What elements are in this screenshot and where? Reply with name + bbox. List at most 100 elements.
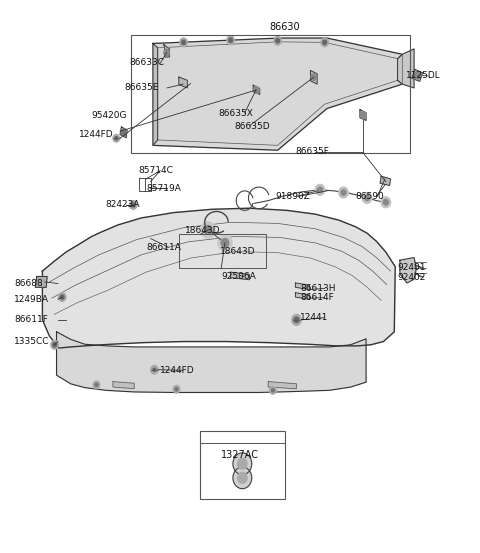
- Text: 86590: 86590: [355, 192, 384, 201]
- Circle shape: [181, 40, 185, 45]
- Bar: [179, 234, 266, 268]
- Text: 12441: 12441: [300, 313, 329, 322]
- Circle shape: [221, 238, 228, 247]
- Text: 91890Z: 91890Z: [275, 192, 310, 201]
- Circle shape: [339, 187, 348, 198]
- Circle shape: [323, 40, 326, 45]
- Polygon shape: [42, 208, 395, 348]
- Text: 1327AC: 1327AC: [221, 450, 259, 460]
- Text: 86635E: 86635E: [125, 84, 159, 92]
- Circle shape: [238, 472, 247, 483]
- Text: 86635X: 86635X: [219, 109, 254, 118]
- Circle shape: [93, 381, 100, 389]
- Text: 85719A: 85719A: [147, 184, 182, 193]
- Circle shape: [360, 112, 366, 118]
- Circle shape: [151, 366, 158, 374]
- Circle shape: [253, 87, 259, 93]
- Circle shape: [270, 387, 276, 394]
- Polygon shape: [36, 276, 47, 288]
- Circle shape: [130, 201, 137, 209]
- Text: 92506A: 92506A: [221, 272, 256, 281]
- Text: 85714C: 85714C: [139, 166, 174, 175]
- Circle shape: [53, 343, 57, 347]
- Text: 82423A: 82423A: [105, 201, 140, 210]
- Circle shape: [227, 36, 234, 45]
- Circle shape: [201, 222, 215, 238]
- Circle shape: [218, 235, 232, 251]
- Text: 86611A: 86611A: [146, 243, 181, 252]
- Circle shape: [132, 203, 135, 207]
- Circle shape: [51, 341, 59, 349]
- Text: 86613H: 86613H: [300, 284, 336, 293]
- Circle shape: [414, 72, 420, 79]
- Text: 86633C: 86633C: [130, 58, 165, 67]
- Circle shape: [233, 453, 252, 474]
- Circle shape: [315, 184, 324, 195]
- Circle shape: [341, 190, 346, 195]
- Text: 18643D: 18643D: [220, 247, 255, 255]
- Text: 92402: 92402: [397, 273, 426, 281]
- Polygon shape: [57, 332, 366, 393]
- Polygon shape: [311, 71, 317, 84]
- Circle shape: [274, 36, 281, 45]
- Circle shape: [272, 389, 275, 392]
- Polygon shape: [296, 293, 310, 299]
- Circle shape: [228, 38, 232, 43]
- Polygon shape: [400, 258, 416, 283]
- Text: 1249BA: 1249BA: [14, 295, 49, 304]
- Circle shape: [59, 293, 66, 301]
- Text: 86635D: 86635D: [234, 122, 269, 132]
- Polygon shape: [296, 283, 310, 290]
- Polygon shape: [397, 49, 414, 88]
- Circle shape: [175, 388, 178, 391]
- Circle shape: [173, 385, 180, 393]
- Circle shape: [321, 38, 328, 46]
- Circle shape: [121, 129, 127, 135]
- Circle shape: [276, 39, 279, 43]
- Polygon shape: [153, 38, 402, 150]
- Circle shape: [95, 383, 98, 387]
- Polygon shape: [153, 44, 157, 145]
- Text: 86635F: 86635F: [296, 147, 329, 156]
- Text: 18643D: 18643D: [184, 227, 220, 236]
- Text: 86688: 86688: [14, 279, 43, 288]
- Text: 92401: 92401: [397, 263, 426, 272]
- Circle shape: [153, 368, 156, 372]
- Circle shape: [294, 317, 299, 322]
- Text: 1335CC: 1335CC: [14, 337, 50, 346]
- Circle shape: [113, 134, 120, 142]
- Text: 95420G: 95420G: [92, 111, 127, 119]
- Polygon shape: [230, 272, 250, 280]
- Circle shape: [362, 192, 372, 204]
- Text: 1244FD: 1244FD: [160, 366, 195, 375]
- Circle shape: [365, 195, 369, 201]
- Circle shape: [381, 197, 391, 208]
- Text: 1125DL: 1125DL: [406, 71, 440, 81]
- Polygon shape: [268, 382, 297, 389]
- Text: 86611F: 86611F: [14, 315, 48, 325]
- Circle shape: [204, 226, 212, 234]
- Polygon shape: [113, 382, 134, 389]
- Bar: [131, 35, 410, 153]
- Polygon shape: [360, 109, 366, 121]
- Circle shape: [292, 315, 301, 325]
- Text: 86614F: 86614F: [300, 293, 334, 302]
- Bar: [200, 431, 285, 499]
- Circle shape: [115, 137, 118, 140]
- Circle shape: [164, 49, 169, 56]
- Polygon shape: [164, 45, 169, 57]
- Circle shape: [318, 187, 323, 192]
- Circle shape: [311, 74, 317, 80]
- Polygon shape: [412, 70, 422, 81]
- Circle shape: [238, 458, 247, 469]
- Circle shape: [233, 467, 252, 489]
- Polygon shape: [179, 77, 187, 88]
- Circle shape: [180, 38, 187, 46]
- Polygon shape: [253, 85, 260, 95]
- Circle shape: [384, 200, 388, 205]
- Polygon shape: [380, 176, 391, 185]
- Polygon shape: [120, 127, 127, 138]
- Circle shape: [60, 295, 64, 299]
- Text: 1244FD: 1244FD: [79, 130, 114, 139]
- Text: 86630: 86630: [269, 22, 300, 32]
